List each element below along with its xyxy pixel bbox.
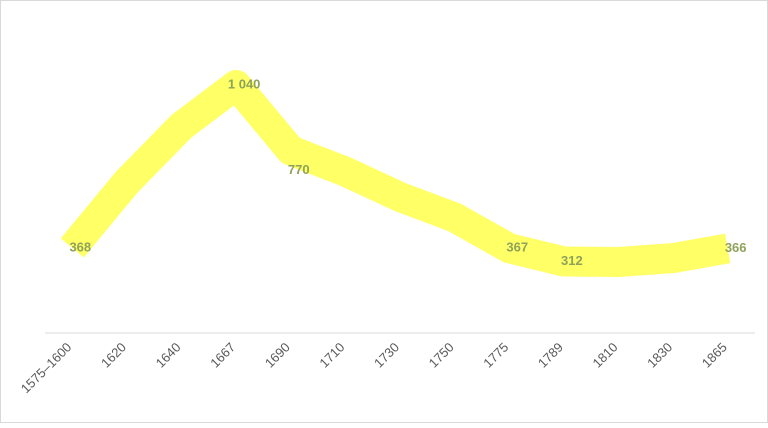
data-label: 1 040 [228,76,261,91]
data-label: 770 [288,162,310,177]
data-label: 312 [561,253,583,268]
line-series [60,70,731,277]
data-label: 366 [725,240,747,255]
data-label: 367 [506,240,528,255]
data-label: 368 [69,239,91,254]
